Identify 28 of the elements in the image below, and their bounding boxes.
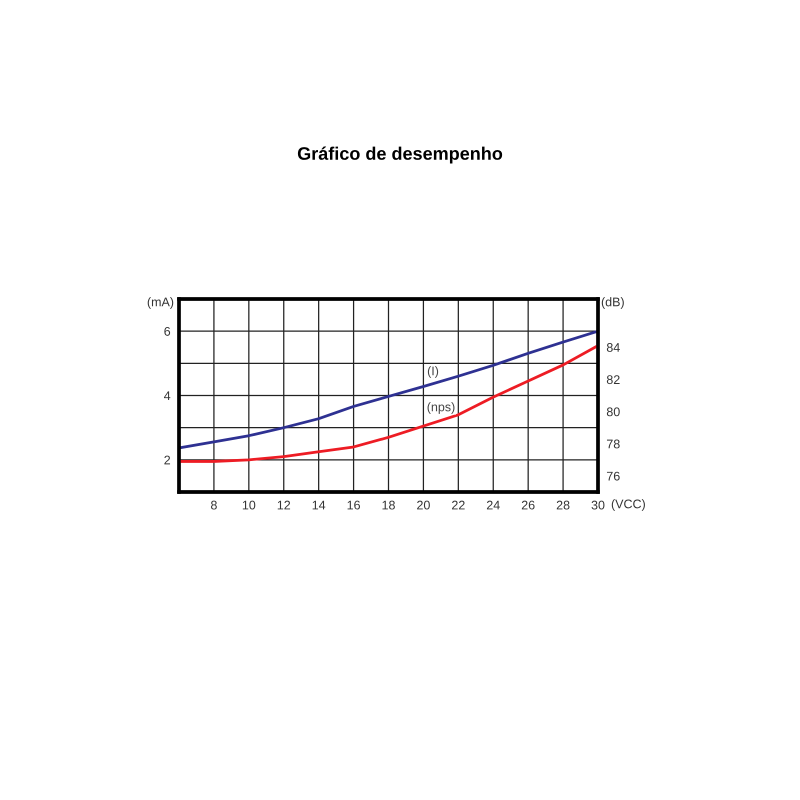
annotation: (I) [428, 366, 438, 378]
line-series [179, 344, 598, 463]
x-tick-label: 14 [312, 500, 326, 510]
y-tick-label: 2 [164, 456, 170, 464]
chart-title: Gráfico de desempenho [298, 146, 502, 164]
x-tick-label: 18 [382, 500, 395, 510]
y2-tick-label: 76 [606, 472, 620, 481]
line-series [179, 330, 598, 450]
y2-tick-label: 84 [606, 343, 620, 352]
y2-axis-title: (dB) [602, 297, 624, 309]
x-tick-label: 10 [242, 500, 256, 510]
x-axis-title: (VCC) [612, 499, 645, 511]
y-axis-title: (mA) [148, 297, 174, 309]
y-tick-label: 6 [164, 326, 170, 336]
x-tick-label: 26 [522, 500, 535, 510]
y2-tick-label: 80 [606, 407, 620, 416]
x-tick-label: 20 [417, 500, 430, 510]
x-tick-label: 22 [452, 500, 465, 510]
y2-tick-label: 78 [606, 440, 620, 448]
x-tick-label: 30 [592, 500, 604, 510]
annotation: (nps) [428, 402, 454, 414]
x-tick-label: 28 [556, 500, 570, 510]
y-tick-label: 4 [164, 391, 170, 400]
y2-tick-label: 82 [606, 375, 620, 384]
x-tick-label: 12 [278, 500, 290, 510]
x-tick-label: 16 [348, 500, 360, 510]
x-tick-label: 24 [486, 500, 500, 510]
x-tick-label: 8 [210, 500, 217, 510]
